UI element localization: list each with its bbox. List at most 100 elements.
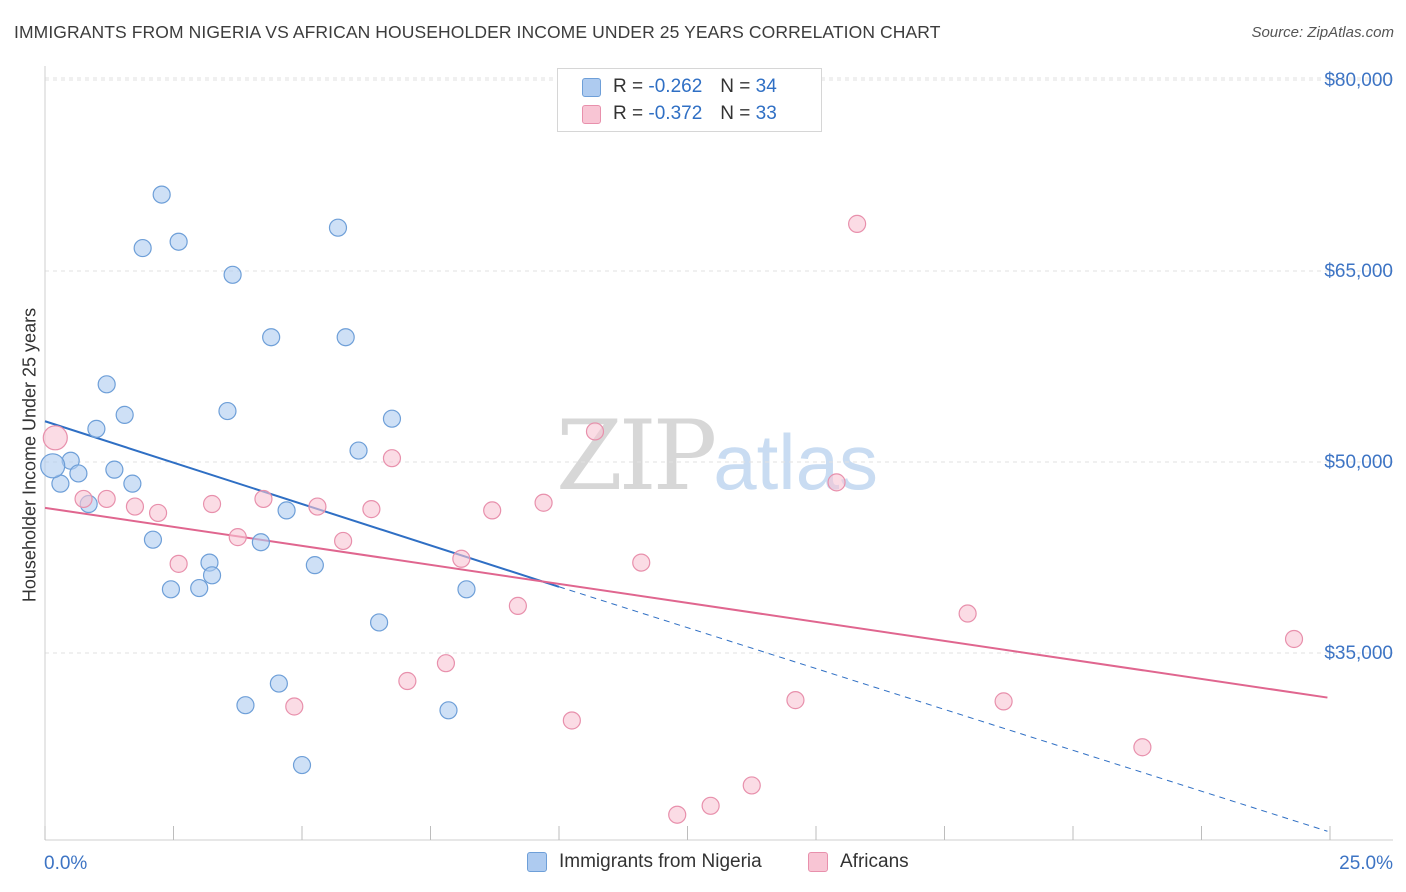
data-point xyxy=(202,494,222,514)
legend-n-label: N = xyxy=(720,103,751,124)
data-point xyxy=(236,696,255,715)
data-point xyxy=(742,776,761,795)
data-point xyxy=(115,405,134,424)
data-point xyxy=(701,796,720,815)
legend-r-label: R = xyxy=(613,103,644,124)
legend-n-label: N = xyxy=(720,76,751,97)
data-point xyxy=(42,425,68,451)
source-label: Source: ZipAtlas.com xyxy=(1251,24,1394,41)
legend-label-nigeria: Immigrants from Nigeria xyxy=(559,851,762,872)
chart-title: IMMIGRANTS FROM NIGERIA VS AFRICAN HOUSE… xyxy=(14,22,941,42)
legend-n-value: 33 xyxy=(755,103,777,124)
series-legend: Immigrants from Nigeria Africans xyxy=(0,851,1406,877)
data-point xyxy=(254,489,273,509)
legend-row-africans: R = -0.372 N = 33 xyxy=(582,101,777,127)
legend-swatch-nigeria xyxy=(582,77,601,97)
grid-lines xyxy=(45,77,1393,654)
data-point xyxy=(508,596,527,615)
legend-n-value: 34 xyxy=(755,76,777,97)
watermark-atlas: atlas xyxy=(713,418,878,506)
legend-swatch-nigeria xyxy=(527,852,547,872)
x-tick-label: 25.0% xyxy=(1339,853,1393,874)
data-point xyxy=(786,691,805,710)
trend-line-extension xyxy=(558,586,1328,832)
stats-legend: R = -0.262 N = 34 R = -0.372 N = 33 xyxy=(557,68,822,132)
y-tick-label: $50,000 xyxy=(1324,452,1393,473)
data-point xyxy=(334,531,353,551)
data-point xyxy=(105,460,124,479)
data-point xyxy=(349,441,368,460)
data-point xyxy=(534,493,553,512)
data-point xyxy=(269,674,288,693)
x-tick-label: 0.0% xyxy=(44,853,87,874)
data-points xyxy=(40,185,1304,824)
data-point xyxy=(632,553,651,572)
data-point xyxy=(148,503,168,523)
data-point xyxy=(436,654,456,673)
data-point xyxy=(143,530,163,549)
tick-labels: $35,000 $50,000 $65,000 $80,000 0.0% 25.0% xyxy=(44,70,1393,874)
data-point xyxy=(452,549,471,568)
data-point xyxy=(562,711,581,730)
data-point xyxy=(69,464,88,483)
data-point xyxy=(336,328,355,347)
data-point xyxy=(994,692,1013,711)
data-point xyxy=(87,419,106,438)
data-point xyxy=(169,232,188,251)
data-point xyxy=(97,489,116,509)
legend-row-nigeria: R = -0.262 N = 34 xyxy=(582,74,777,100)
data-point xyxy=(97,375,116,394)
data-point xyxy=(133,238,152,258)
data-point xyxy=(585,422,605,441)
data-point xyxy=(1133,738,1152,757)
y-tick-label: $65,000 xyxy=(1324,261,1393,282)
y-tick-label: $80,000 xyxy=(1324,70,1393,91)
data-point xyxy=(292,755,312,775)
data-point xyxy=(827,473,846,492)
data-point xyxy=(223,265,242,284)
trend-line xyxy=(44,420,560,588)
data-point xyxy=(251,533,270,552)
data-point xyxy=(483,501,502,520)
watermark: ZIPatlas xyxy=(556,400,878,512)
data-point xyxy=(262,328,281,347)
data-point xyxy=(228,528,247,547)
watermark-zip: ZIP xyxy=(556,400,717,512)
data-point xyxy=(370,613,389,632)
axes xyxy=(44,66,1393,841)
data-point xyxy=(161,580,181,599)
y-tick-label: $35,000 xyxy=(1324,643,1393,664)
data-point xyxy=(328,218,348,237)
legend-swatch-africans xyxy=(582,104,601,124)
data-point xyxy=(74,489,93,509)
data-point xyxy=(190,578,209,598)
data-point xyxy=(398,671,417,691)
legend-label-africans: Africans xyxy=(840,851,909,872)
data-point xyxy=(123,474,142,493)
data-point xyxy=(40,453,66,479)
legend-r-label: R = xyxy=(613,76,644,97)
data-point xyxy=(169,554,188,573)
data-point xyxy=(308,497,327,516)
y-axis-label: Householder Income Under 25 years xyxy=(19,307,40,603)
data-point xyxy=(668,805,687,824)
data-point xyxy=(125,497,145,516)
legend-item-africans[interactable]: Africans xyxy=(808,851,909,873)
legend-r-value: -0.372 xyxy=(648,103,703,124)
legend-swatch-africans xyxy=(808,852,828,872)
data-point xyxy=(362,500,381,519)
data-point xyxy=(958,604,977,623)
data-point xyxy=(285,697,304,716)
data-point xyxy=(382,449,402,468)
data-point xyxy=(152,185,171,204)
data-point xyxy=(439,701,458,720)
data-point xyxy=(382,409,402,428)
trend-lines xyxy=(44,420,1328,832)
data-point xyxy=(277,501,296,520)
data-point xyxy=(1284,629,1304,649)
legend-item-nigeria[interactable]: Immigrants from Nigeria xyxy=(527,851,762,873)
data-point xyxy=(218,401,237,421)
data-point xyxy=(305,556,324,575)
data-point xyxy=(848,214,867,233)
